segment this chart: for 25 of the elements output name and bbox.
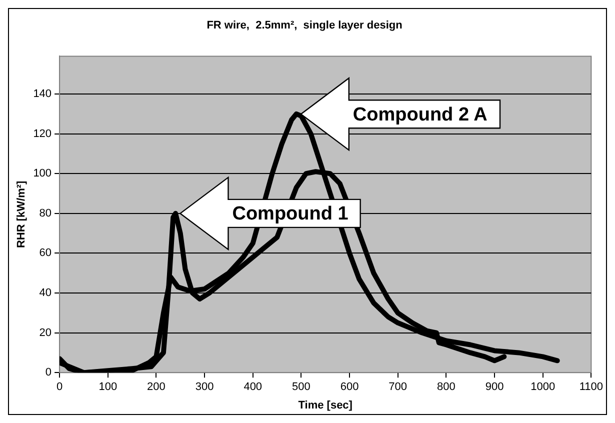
y-tick-label: 20 [39,326,52,339]
chart-title: FR wire, 2.5mm², single layer design [206,20,403,32]
y-axis-title: RHR [kW/m²] [16,180,28,248]
y-tick-label: 60 [39,247,52,260]
x-tick-label: 0 [56,381,63,394]
x-tick-label: 300 [195,381,214,394]
x-tick-label: 1100 [579,381,603,394]
x-axis-title: Time [sec] [298,399,353,412]
x-tick-label: 900 [485,381,504,394]
y-tick-label: 120 [33,128,52,140]
y-tick-label: 80 [39,207,52,220]
x-tick-label: 600 [340,381,359,394]
x-tick-label: 400 [244,381,262,394]
y-tick-label: 140 [33,88,52,100]
x-tick-label: 700 [388,381,408,394]
x-tick-label: 800 [437,381,456,394]
y-tick-label: 0 [45,366,52,379]
x-tick-label: 100 [98,381,118,394]
x-tick-label: 200 [147,381,166,394]
annotation: Compound 2 A [352,104,488,126]
x-tick-label: 500 [292,381,310,394]
y-tick-label: 40 [39,287,52,300]
annotation: Compound 1 [232,204,349,225]
x-tick-label: 1000 [530,381,556,394]
y-tick-label: 100 [33,168,52,180]
